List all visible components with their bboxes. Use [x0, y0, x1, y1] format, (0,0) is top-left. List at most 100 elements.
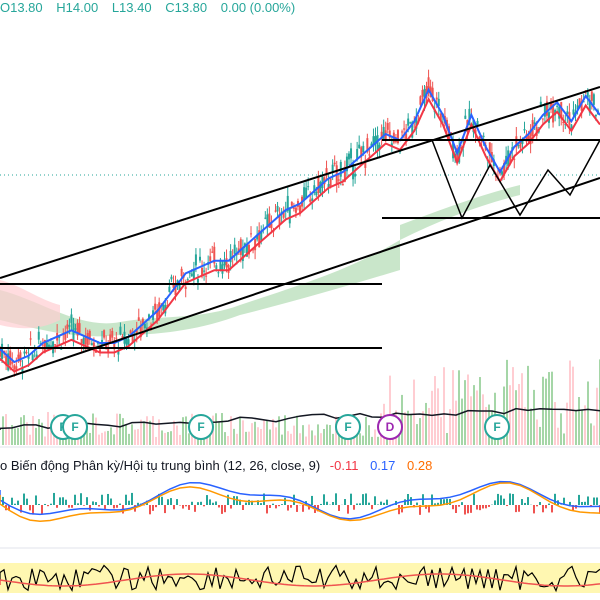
macd-histogram-bar	[185, 505, 187, 507]
macd-histogram-bar	[257, 500, 259, 505]
candle-body	[268, 213, 271, 228]
event-marker-f[interactable]: F	[62, 414, 88, 440]
volume-bar	[104, 431, 106, 445]
macd-histogram-bar	[479, 505, 481, 511]
volume-bar	[590, 423, 592, 445]
macd-histogram-bar	[572, 505, 574, 511]
candle-body	[547, 112, 550, 123]
volume-bar	[563, 433, 565, 445]
volume-bar	[554, 402, 556, 445]
candle-body	[250, 233, 253, 235]
candle-body	[303, 187, 306, 201]
volume-bar	[326, 424, 328, 445]
candle-body	[556, 105, 559, 107]
candle-body	[345, 156, 348, 172]
candle-body	[350, 148, 353, 159]
volume-bar	[569, 360, 571, 445]
macd-histogram-bar	[473, 494, 475, 505]
volume-bar	[113, 434, 115, 445]
macd-histogram-bar	[590, 505, 592, 507]
volume-bar	[467, 374, 469, 445]
volume-bar	[524, 407, 526, 445]
candle-body	[421, 89, 424, 97]
candle-body	[407, 118, 410, 126]
volume-bar	[158, 419, 160, 445]
candle-body	[86, 332, 89, 346]
volume-bar	[404, 412, 406, 445]
candle-body	[54, 344, 57, 346]
volume-bar	[236, 433, 238, 445]
macd-histogram-bar	[482, 505, 484, 509]
candle-body	[501, 171, 504, 175]
candle-body	[374, 136, 377, 144]
candle-body	[570, 124, 573, 129]
macd-histogram-bar	[362, 494, 364, 505]
candle-body	[403, 128, 406, 130]
candle-body	[327, 184, 330, 188]
macd-histogram-bar	[11, 497, 13, 505]
volume-bar	[278, 416, 280, 445]
candle-body	[494, 176, 497, 178]
close-value: C13.80	[165, 0, 208, 15]
macd-histogram-bar	[8, 505, 10, 511]
candle-body	[358, 144, 361, 149]
volume-bar	[299, 433, 301, 445]
candle-body	[58, 336, 61, 338]
volume-bar	[5, 414, 7, 445]
candle-body	[405, 133, 408, 142]
event-marker-f[interactable]: F	[484, 414, 510, 440]
candle-body	[137, 317, 140, 321]
volume-bar	[125, 424, 127, 445]
candle-body	[321, 176, 324, 189]
macd-histogram-bar	[344, 499, 346, 505]
macd-histogram-bar	[350, 493, 352, 505]
macd-histogram-bar	[266, 505, 268, 514]
macd-histogram-bar	[554, 493, 556, 505]
macd-histogram-bar	[332, 501, 334, 505]
volume-bar	[419, 418, 421, 445]
candle-body	[190, 273, 193, 277]
volume-bar	[359, 433, 361, 445]
macd-histogram-bar	[470, 505, 472, 513]
volume-bar	[95, 417, 97, 445]
candle-body	[533, 122, 536, 125]
candle-body	[341, 184, 344, 186]
candle-body	[70, 314, 73, 323]
macd-histogram-bar	[248, 499, 250, 505]
macd-histogram-bar	[569, 501, 571, 505]
macd-histogram-bar	[374, 496, 376, 505]
candle-body	[174, 283, 177, 296]
event-marker-d[interactable]: D	[377, 414, 403, 440]
candle-body	[564, 124, 567, 126]
candle-body	[258, 230, 261, 248]
event-marker-f[interactable]: F	[188, 414, 214, 440]
volume-bar	[110, 427, 112, 445]
candle-body	[460, 147, 463, 150]
macd-histogram-bar	[65, 499, 67, 505]
candle-body	[276, 205, 279, 212]
macd-histogram-bar	[233, 496, 235, 505]
macd-histogram-bar	[182, 505, 184, 509]
event-marker-f[interactable]: F	[335, 414, 361, 440]
macd-histogram-bar	[224, 505, 226, 513]
candle-body	[317, 176, 320, 193]
macd-histogram-bar	[497, 493, 499, 505]
candle-body	[7, 353, 10, 371]
volume-bar	[530, 408, 532, 445]
volume-bar	[245, 431, 247, 445]
macd-histogram-bar	[404, 499, 406, 505]
volume-bar	[584, 405, 586, 445]
volume-bar	[317, 424, 319, 445]
macd-histogram-bar	[524, 502, 526, 505]
candle-body	[378, 144, 381, 150]
candle-body	[252, 249, 255, 251]
macd-histogram-bar	[563, 497, 565, 505]
volume-bar	[446, 432, 448, 445]
candle-body	[523, 129, 526, 131]
volume-bar	[2, 416, 4, 445]
volume-bar	[119, 413, 121, 445]
macd-histogram-bar	[230, 505, 232, 509]
candle-body	[131, 334, 134, 343]
macd-histogram-bar	[152, 505, 154, 511]
